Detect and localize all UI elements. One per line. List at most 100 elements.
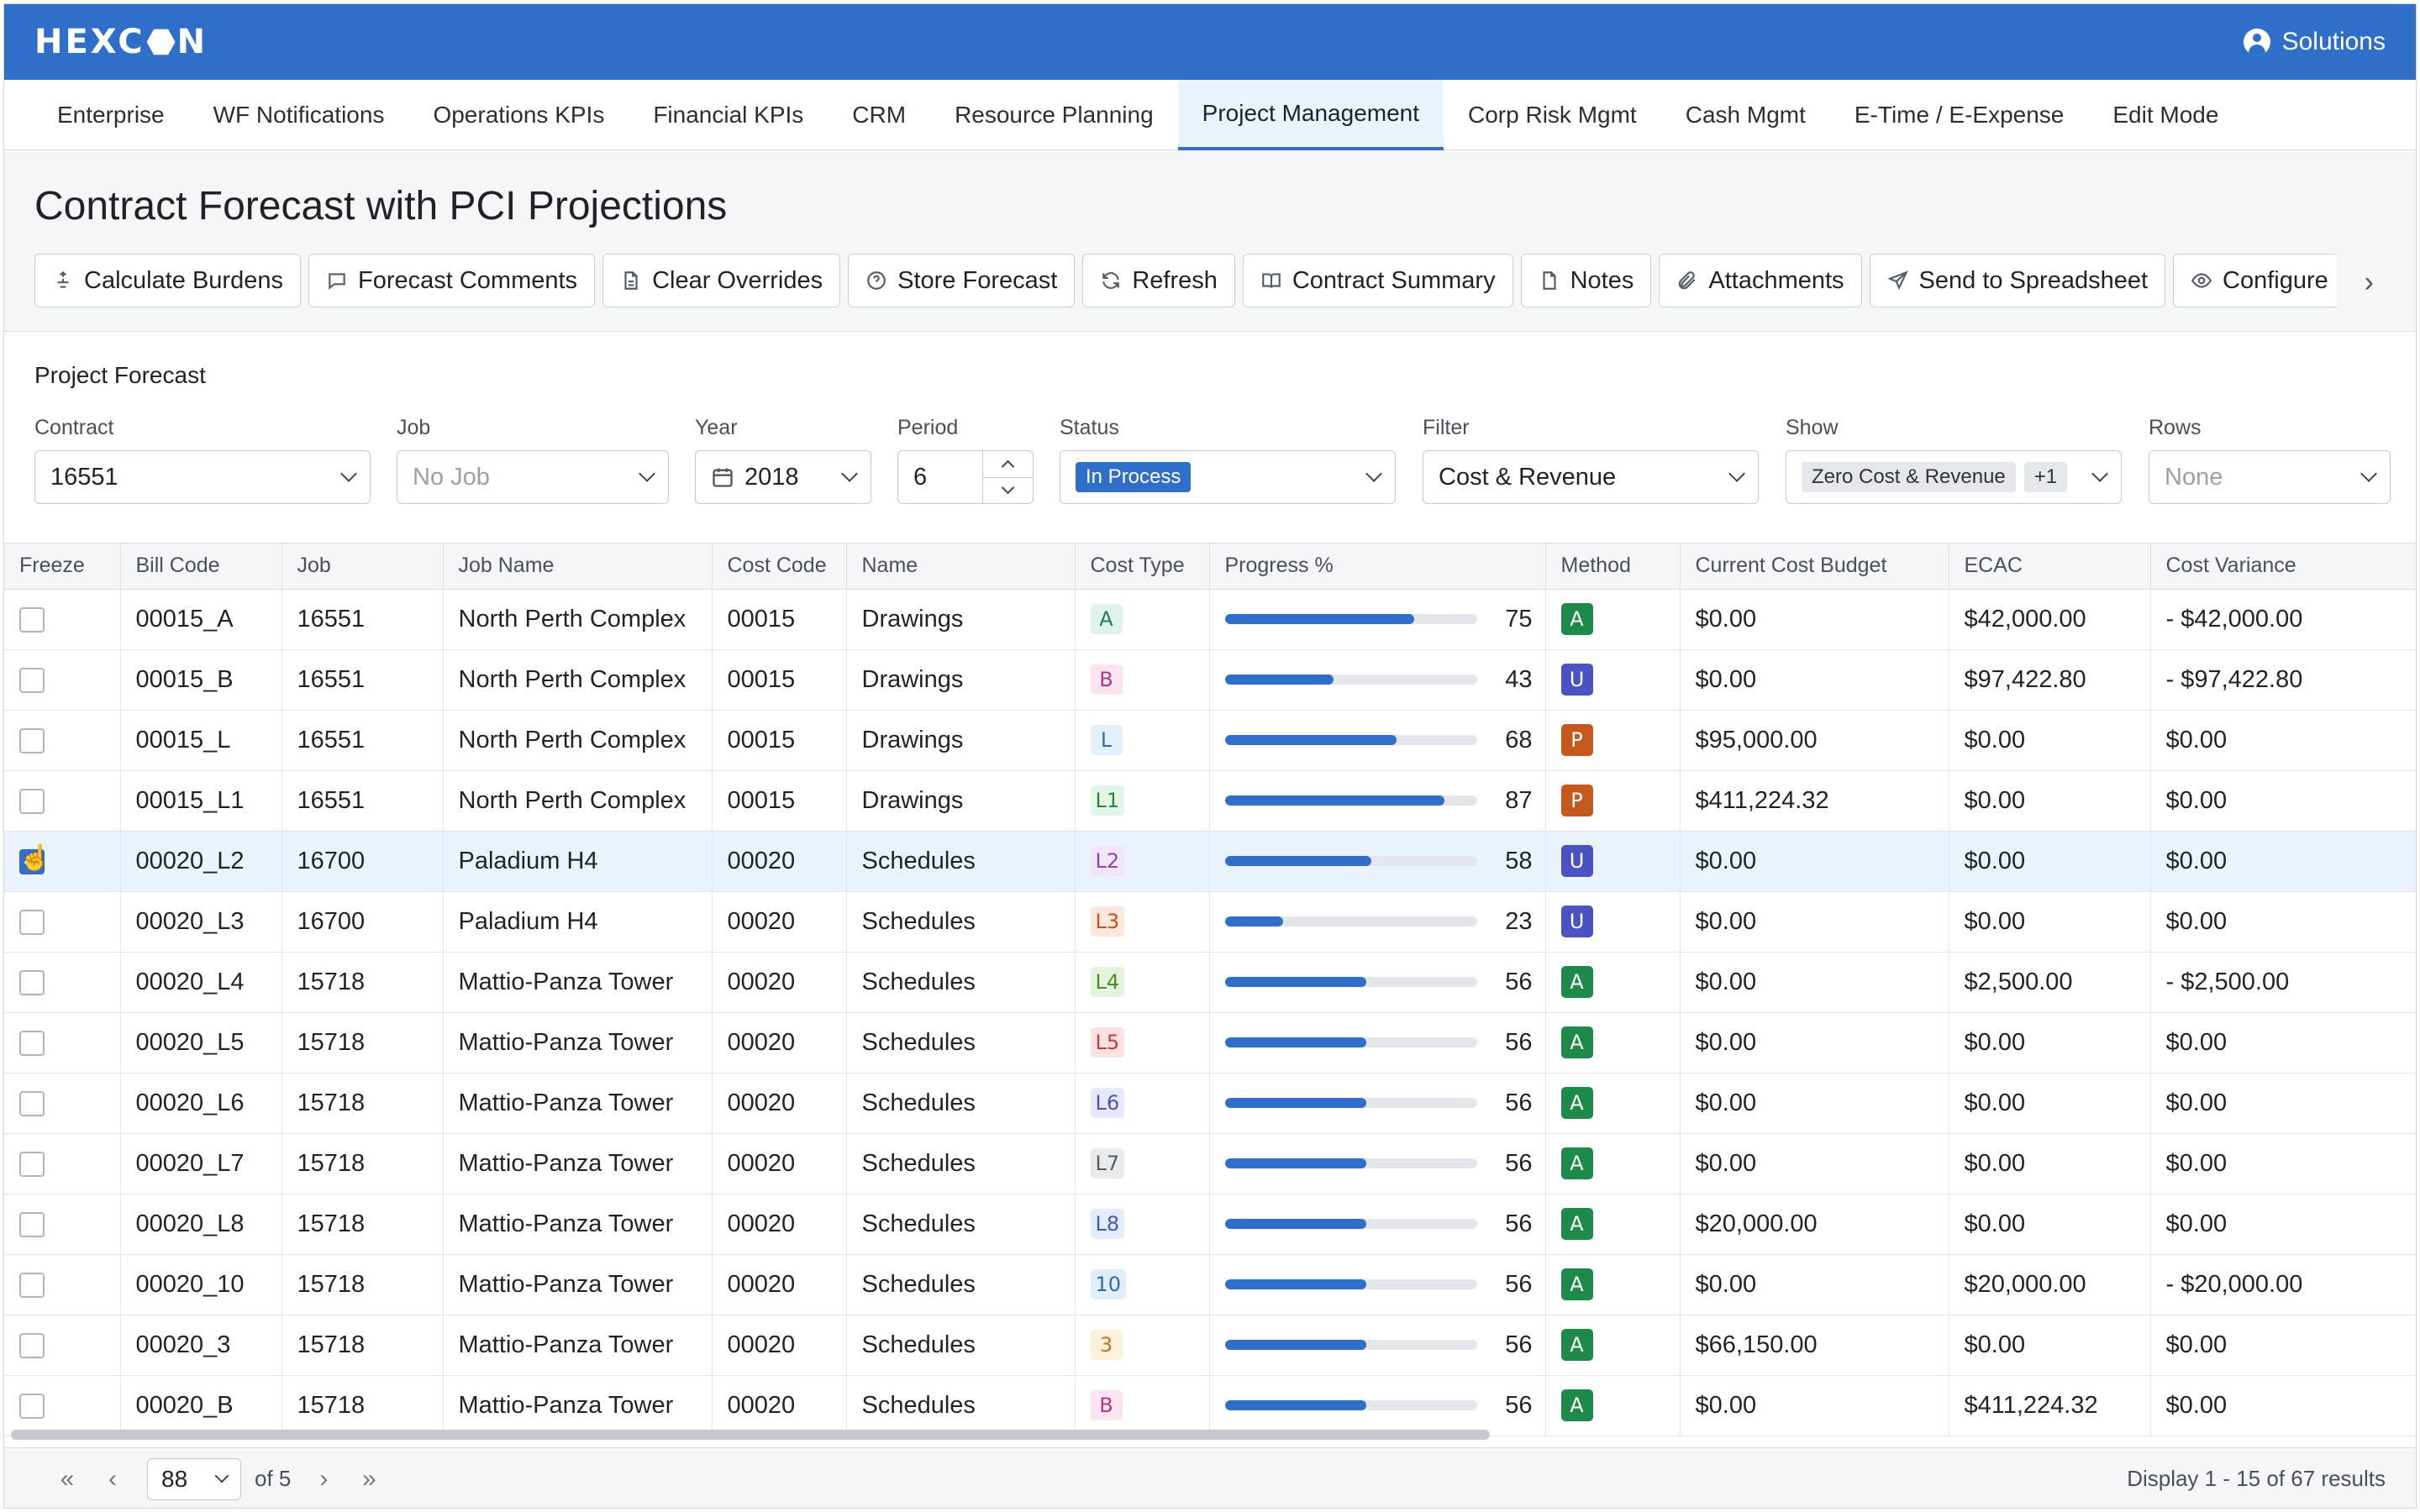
freeze-checkbox[interactable]	[19, 1211, 45, 1237]
progress-cell: 23	[1209, 891, 1546, 953]
freeze-checkbox[interactable]	[19, 1272, 45, 1298]
chevron-down-icon	[340, 465, 357, 482]
table-row[interactable]: 00020_L5 15718 Mattio-Panza Tower 00020 Sche…	[4, 1012, 2416, 1074]
period-value: 6	[913, 463, 928, 491]
send-to-spreadsheet-button[interactable]: Send to Spreadsheet	[1869, 254, 2166, 307]
column-header-name[interactable]: Name	[846, 543, 1076, 590]
tab-cash-mgmt[interactable]: Cash Mgmt	[1685, 102, 1806, 128]
table-row[interactable]: ☝ 00020_L2 16700 Paladium H4 00020 Schedules L…	[4, 831, 2416, 892]
contract-summary-button[interactable]: Contract Summary	[1242, 254, 1513, 307]
freeze-checkbox[interactable]	[19, 788, 45, 814]
notes-button[interactable]: Notes	[1520, 254, 1652, 307]
freeze-checkbox[interactable]	[19, 969, 45, 995]
column-header-job[interactable]: Job	[281, 543, 444, 590]
document-icon	[624, 271, 638, 290]
tab-corp-risk-mgmt[interactable]: Corp Risk Mgmt	[1468, 102, 1637, 128]
progress-value: 58	[1505, 847, 1533, 874]
show-select[interactable]: Zero Cost & Revenue +1	[1786, 450, 2122, 504]
tab-operations-kpis[interactable]: Operations KPIs	[433, 102, 605, 128]
table-row[interactable]: 00015_A 16551 North Perth Complex 00015 Draw…	[4, 589, 2416, 650]
table-row[interactable]: 00020_L6 15718 Mattio-Panza Tower 00020 Sche…	[4, 1073, 2416, 1134]
job-name-cell: Mattio-Panza Tower	[443, 1315, 713, 1376]
table-row[interactable]: 00020_L8 15718 Mattio-Panza Tower 00020 Sche…	[4, 1194, 2416, 1255]
status-label: Status	[1060, 416, 1119, 439]
tab-wf-notifications[interactable]: WF Notifications	[213, 102, 385, 128]
horizontal-scrollbar[interactable]	[11, 1430, 1490, 1440]
freeze-checkbox[interactable]	[19, 1332, 45, 1358]
table-row[interactable]: 00020_3 15718 Mattio-Panza Tower 00020 Sched…	[4, 1315, 2416, 1376]
progress-fill	[1224, 675, 1334, 685]
column-header-job-name[interactable]: Job Name	[443, 543, 713, 590]
table-row[interactable]: 00020_10 15718 Mattio-Panza Tower 00020 Sche…	[4, 1254, 2416, 1315]
freeze-checkbox[interactable]	[19, 606, 45, 633]
rows-select[interactable]: None	[2149, 450, 2391, 504]
job-select[interactable]: No Job	[397, 450, 669, 504]
freeze-checkbox[interactable]	[19, 848, 45, 874]
column-header-cost-code[interactable]: Cost Code	[712, 543, 847, 590]
column-header-current-cost-budget[interactable]: Current Cost Budget	[1680, 543, 1949, 590]
page-size-select[interactable]: 88	[147, 1457, 241, 1500]
table-row[interactable]: 00015_L 16551 North Perth Complex 00015 Draw…	[4, 710, 2416, 771]
user-menu[interactable]: Solutions	[2243, 28, 2386, 56]
prev-page-icon[interactable]: ‹	[108, 1464, 117, 1493]
refresh-icon	[1102, 272, 1120, 289]
freeze-checkbox[interactable]	[19, 1030, 45, 1056]
table-row[interactable]: 00015_B 16551 North Perth Complex 00015 Draw…	[4, 649, 2416, 711]
clear-overrides-button[interactable]: Clear Overrides	[602, 254, 841, 307]
status-select[interactable]: In Process	[1060, 450, 1396, 504]
freeze-checkbox[interactable]	[19, 1151, 45, 1177]
freeze-checkbox[interactable]	[19, 1393, 45, 1419]
tab-edit-mode[interactable]: Edit Mode	[2112, 102, 2219, 128]
table-row[interactable]: 00020_B 15718 Mattio-Panza Tower 00020 Sched…	[4, 1375, 2416, 1436]
progress-cell: 56	[1209, 1254, 1546, 1315]
next-page-icon[interactable]: ›	[319, 1464, 329, 1493]
cost-type-badge: L1	[1090, 785, 1125, 816]
tab-enterprise[interactable]: Enterprise	[57, 102, 165, 128]
column-header-progress[interactable]: Progress %	[1209, 543, 1546, 590]
method-badge: A	[1560, 603, 1593, 635]
table-row[interactable]: 00020_L3 16700 Paladium H4 00020 Schedules L3…	[4, 891, 2416, 953]
tab-resource-planning[interactable]: Resource Planning	[955, 102, 1154, 128]
calculate-burdens-button[interactable]: Calculate Burdens	[34, 254, 301, 307]
freeze-checkbox[interactable]	[19, 1090, 45, 1116]
progress-value: 23	[1505, 907, 1533, 935]
column-header-cost-type[interactable]: Cost Type	[1075, 543, 1210, 590]
freeze-checkbox[interactable]	[19, 667, 45, 693]
forecast-comments-button[interactable]: Forecast Comments	[308, 254, 596, 307]
tab-financial-kpis[interactable]: Financial KPIs	[653, 102, 804, 128]
table-row[interactable]: 00020_L4 15718 Mattio-Panza Tower 00020 Sche…	[4, 952, 2416, 1013]
progress-cell: 58	[1209, 831, 1546, 892]
first-page-icon[interactable]: «	[60, 1464, 75, 1493]
tab-crm[interactable]: CRM	[852, 102, 907, 128]
tab-project-management[interactable]: Project Management	[1177, 80, 1444, 150]
configure-button[interactable]: Configure	[2173, 254, 2337, 307]
budget-cell: $0.00	[1680, 831, 1949, 892]
toolbar: Calculate Burdens Forecast Comments Clear …	[34, 254, 2337, 307]
chevron-right-icon[interactable]: ›	[2364, 266, 2374, 298]
job-name-cell: Paladium H4	[443, 891, 713, 953]
table-row[interactable]: 00015_L1 16551 North Perth Complex 00015 Dra…	[4, 770, 2416, 832]
decrement-button[interactable]	[983, 478, 1033, 504]
refresh-button[interactable]: Refresh	[1082, 254, 1235, 307]
freeze-cell	[4, 770, 121, 832]
cost-type-cell: L7	[1075, 1133, 1210, 1194]
freeze-checkbox[interactable]	[19, 727, 45, 753]
column-header-freeze[interactable]: Freeze	[4, 543, 121, 590]
column-header-bill-code[interactable]: Bill Code	[120, 543, 282, 590]
year-select[interactable]: 2018	[695, 450, 871, 504]
period-stepper[interactable]: 6	[897, 450, 1034, 504]
last-page-icon[interactable]: »	[362, 1464, 376, 1493]
filter-select[interactable]: Cost & Revenue	[1423, 450, 1759, 504]
increment-button[interactable]	[983, 451, 1033, 478]
column-header-cost-variance[interactable]: Cost Variance	[2150, 543, 2416, 590]
hexcon-logo[interactable]: HEXC N	[34, 23, 208, 61]
attachments-button[interactable]: Attachments	[1659, 254, 1862, 307]
column-header-ecac[interactable]: ECAC	[1949, 543, 2151, 590]
column-header-method[interactable]: Method	[1545, 543, 1681, 590]
contract-select[interactable]: 16551	[34, 450, 371, 504]
tab-e-time-e-expense[interactable]: E-Time / E-Expense	[1854, 102, 2065, 128]
table-row[interactable]: 00020_L7 15718 Mattio-Panza Tower 00020 Sche…	[4, 1133, 2416, 1194]
store-forecast-button[interactable]: Store Forecast	[848, 254, 1076, 307]
send-icon	[1886, 270, 1908, 291]
freeze-checkbox[interactable]	[19, 909, 45, 935]
